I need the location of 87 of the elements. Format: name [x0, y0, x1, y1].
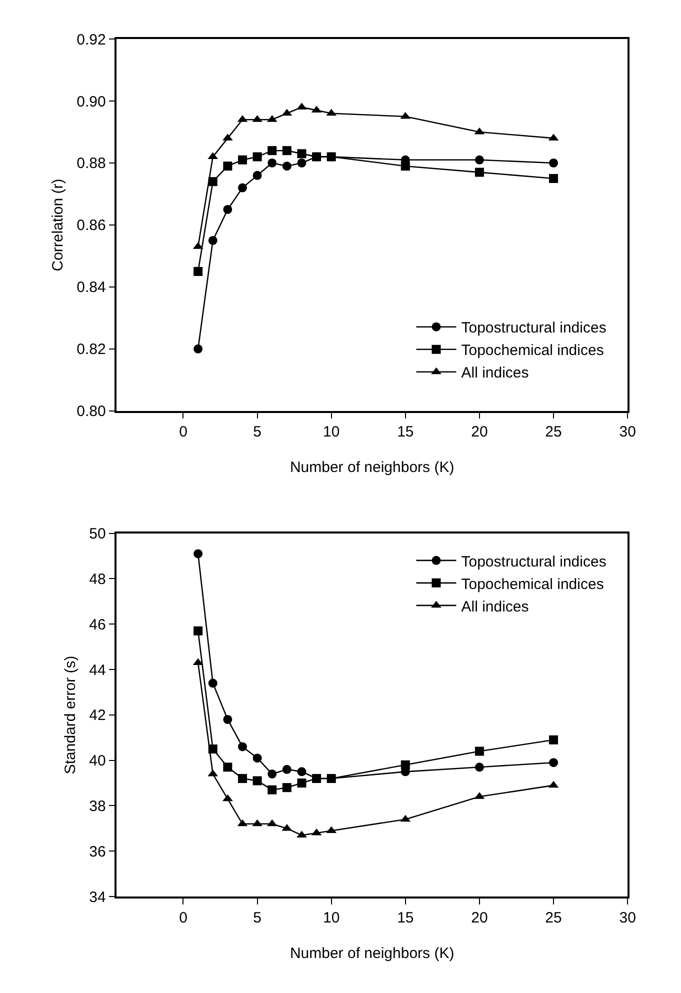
- point: [297, 158, 306, 168]
- y-tick-label: 46: [89, 616, 106, 634]
- point: [268, 785, 277, 794]
- y-axis-title: Correlation (r): [49, 178, 66, 272]
- x-tick-label: 20: [471, 424, 488, 441]
- point: [252, 776, 262, 786]
- point: [297, 149, 306, 158]
- y-tick-label: 40: [89, 752, 106, 770]
- point: [282, 764, 292, 774]
- y-tick-label: 0.90: [76, 93, 106, 110]
- y-tick-label: 38: [89, 798, 106, 815]
- y-tick-label: 0.92: [76, 31, 106, 48]
- point: [297, 767, 306, 776]
- point: [282, 146, 292, 156]
- legend-label: Topostructural indices: [461, 320, 606, 337]
- point: [400, 760, 410, 770]
- point: [312, 152, 322, 162]
- y-tick-label: 36: [89, 843, 106, 860]
- legend-label: Topostructural indices: [461, 553, 606, 570]
- legend-label: All indices: [461, 598, 529, 616]
- point: [282, 783, 292, 792]
- point: [400, 162, 410, 171]
- x-tick-label: 10: [323, 909, 340, 926]
- point: [194, 344, 203, 354]
- x-tick-label: 5: [253, 424, 262, 441]
- point: [238, 742, 247, 752]
- x-tick-label: 10: [323, 424, 340, 441]
- point: [474, 746, 484, 756]
- point: [549, 174, 558, 183]
- x-tick-label: 15: [397, 424, 414, 441]
- y-tick-label: 0.82: [76, 341, 106, 358]
- point: [549, 735, 558, 744]
- point: [268, 769, 277, 778]
- point: [282, 162, 292, 171]
- x-tick-label: 25: [545, 424, 562, 441]
- x-tick-label: 0: [179, 424, 188, 441]
- x-axis-title: Number of neighbors (K): [290, 459, 454, 476]
- point: [238, 155, 247, 164]
- x-tick-label: 0: [179, 909, 188, 926]
- point: [194, 266, 203, 276]
- point: [252, 819, 262, 826]
- point: [238, 774, 247, 783]
- point: [549, 758, 558, 768]
- point: [252, 754, 262, 763]
- point: [252, 152, 262, 162]
- x-tick-label: 5: [253, 909, 262, 926]
- x-tick-label: 30: [619, 909, 636, 926]
- point: [326, 774, 336, 783]
- y-axis-title: Standard error (s): [62, 656, 79, 774]
- point: [238, 183, 247, 192]
- x-tick-label: 25: [545, 909, 562, 926]
- y-tick-label: 0.84: [76, 279, 106, 296]
- point: [549, 158, 558, 168]
- point: [312, 774, 322, 783]
- point: [194, 626, 203, 636]
- point: [297, 778, 306, 788]
- y-tick-label: 44: [89, 662, 106, 679]
- point: [223, 762, 232, 772]
- y-tick-label: 48: [89, 570, 106, 588]
- x-axis-title: Number of neighbors (K): [290, 944, 454, 962]
- point: [326, 152, 336, 162]
- point: [223, 714, 232, 724]
- point: [268, 158, 277, 168]
- point: [208, 678, 218, 688]
- point: [208, 177, 218, 186]
- x-tick-label: 30: [619, 424, 636, 441]
- y-tick-label: 42: [89, 707, 106, 724]
- y-tick-label: 0.86: [76, 217, 106, 234]
- point: [252, 170, 262, 180]
- x-tick-label: 20: [471, 909, 488, 926]
- point: [474, 168, 484, 177]
- y-tick-label: 50: [89, 526, 106, 543]
- point: [208, 236, 218, 245]
- legend-label: Topochemical indices: [461, 342, 604, 360]
- point: [296, 830, 307, 838]
- point: [223, 162, 232, 171]
- legend-label: All indices: [461, 364, 529, 382]
- y-tick-label: 0.88: [76, 155, 106, 172]
- point: [194, 549, 203, 558]
- legend-label: Topochemical indices: [461, 576, 604, 593]
- point: [223, 204, 232, 214]
- point: [474, 155, 484, 164]
- y-tick-label: 34: [89, 888, 106, 906]
- point: [474, 762, 484, 772]
- x-tick-label: 15: [397, 909, 414, 926]
- y-tick-label: 0.80: [76, 403, 106, 420]
- point: [268, 146, 277, 156]
